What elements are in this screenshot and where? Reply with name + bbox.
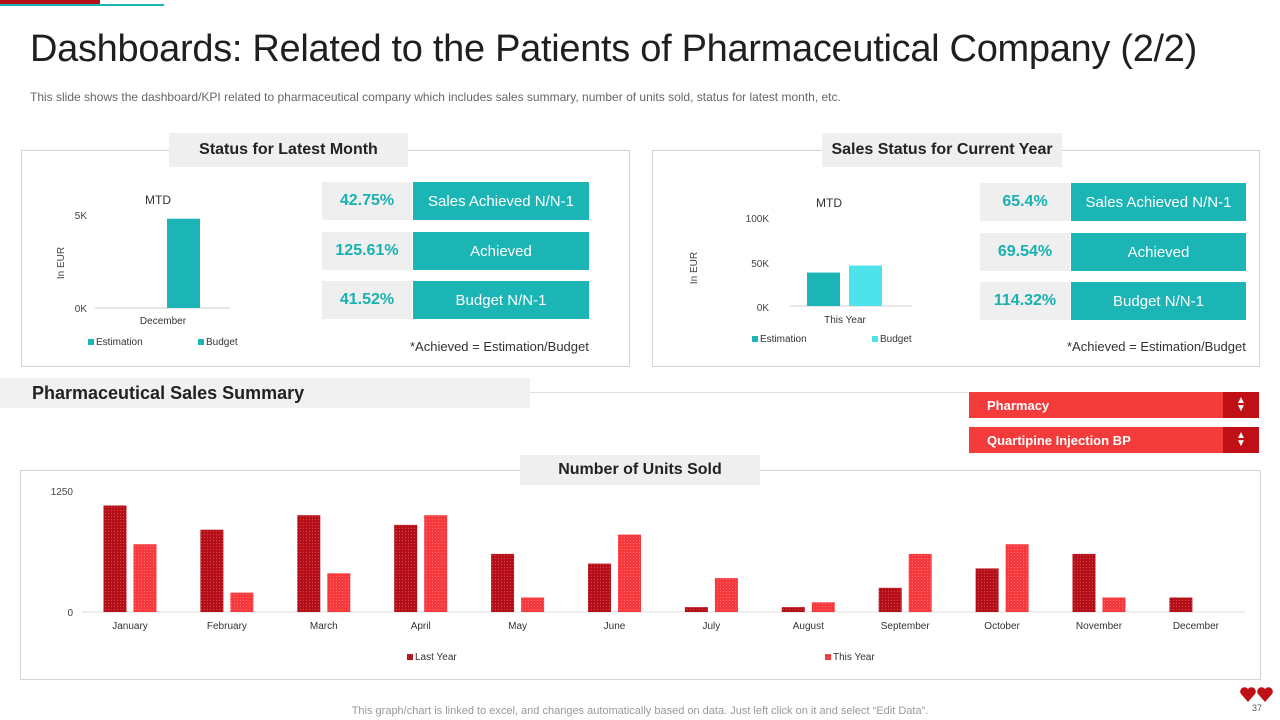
y-tick-label: 1250 [51,487,74,498]
legend-swatch-this-year [825,654,831,660]
x-tick-label: October [984,621,1020,632]
bar-budget [849,265,882,306]
x-tick-label: February [207,621,247,632]
footer-note: This graph/chart is linked to excel, and… [351,705,929,717]
legend-swatch-budget [198,339,204,345]
units-sold-heading: Number of Units Sold [520,455,760,485]
bar-estimation [807,272,840,306]
bar-this-year-october [1005,544,1029,612]
bar-last-year-november [1072,553,1096,612]
bar-this-year-august [811,602,835,612]
bar-last-year-january [103,505,127,612]
sales-summary-heading: Pharmaceutical Sales Summary [0,378,530,408]
bar-last-year-august [781,607,805,612]
x-tick-label: December [140,316,187,327]
section-divider [530,392,970,393]
legend-label-this-year: This Year [833,652,875,663]
legend-label-last-year: Last Year [415,652,457,663]
kpi-label-sales-achieved: Sales Achieved N/N-1 [413,182,589,220]
legend-label-budget: Budget [206,337,238,348]
mtd-year-chart[interactable]: MTD In EUR 100K 50K 0K This Year Estimat… [680,185,930,355]
bar-this-year-may [521,597,545,612]
kpi-label-achieved: Achieved [1071,233,1246,271]
bar-last-year-october [975,568,999,612]
x-tick-label: July [703,621,721,632]
kpi-value-achieved: 125.61% [322,232,412,270]
y-axis-label: In EUR [56,247,67,279]
legend-label-estimation: Estimation [760,334,807,345]
bar-last-year-march [297,515,321,612]
bar-this-year-march [327,573,351,612]
kpi-value-budget: 114.32% [980,282,1070,320]
x-tick-label: September [881,621,931,632]
kpi-label-budget: Budget N/N-1 [413,281,589,319]
y-tick-label: 0K [757,303,770,314]
bar-last-year-may [491,553,515,612]
x-tick-label: March [310,621,338,632]
y-tick-label: 5K [75,211,88,222]
x-tick-label: August [793,621,824,632]
units-sold-chart[interactable]: 1250 0 January February March April May June J… [20,470,1259,678]
chart-title: MTD [145,193,171,207]
kpi-label-achieved: Achieved [413,232,589,270]
x-tick-label: This Year [824,315,866,326]
achieved-formula-note: *Achieved = Estimation/Budget [1067,339,1246,354]
bar-this-year-july [714,578,738,612]
mtd-month-chart[interactable]: MTD In EUR 5K 0K December Estimation Bud… [40,185,280,355]
bar-this-year-june [618,534,641,612]
sales-status-year-heading: Sales Status for Current Year [822,133,1062,167]
x-tick-label: January [112,621,148,632]
sort-arrows-icon[interactable]: ▲ ▼ [1223,427,1259,453]
bar-last-year-june [588,563,611,612]
bar-last-year-february [200,529,224,612]
x-tick-label: November [1076,621,1123,632]
x-tick-label: April [411,621,431,632]
y-tick-label: 50K [751,259,769,270]
pharmacy-dropdown[interactable]: Pharmacy ▲ ▼ [969,392,1259,418]
chart-title: MTD [816,196,842,210]
kpi-label-sales-achieved: Sales Achieved N/N-1 [1071,183,1246,221]
sort-arrows-icon[interactable]: ▲ ▼ [1223,392,1259,418]
achieved-formula-note: *Achieved = Estimation/Budget [410,339,589,354]
bar-this-year-april [424,515,448,612]
hearts-logo-icon [1240,687,1273,702]
dropdown-value: Pharmacy [987,397,1050,413]
bar-last-year-september [878,587,902,612]
legend-label-estimation: Estimation [96,337,143,348]
kpi-value-budget: 41.52% [322,281,412,319]
bar-this-year-september [908,553,932,612]
y-axis-label: In EUR [689,252,700,284]
top-accent-line-teal [0,4,164,6]
x-tick-label: May [508,621,527,632]
kpi-value-achieved: 69.54% [980,233,1070,271]
dropdown-value: Quartipine Injection BP [987,432,1131,448]
legend-swatch-estimation [752,336,758,342]
x-tick-label: December [1173,621,1220,632]
bar-this-year-november [1102,597,1126,612]
top-accent-line-dark [0,0,100,4]
y-tick-label: 0K [75,304,88,315]
bar-this-year-january [133,544,157,612]
page-subtitle: This slide shows the dashboard/KPI relat… [30,90,841,104]
bar-last-year-december [1169,597,1193,612]
legend-label-budget: Budget [880,334,912,345]
y-tick-label: 0 [67,608,73,619]
bar-budget [167,218,200,308]
legend-swatch-estimation [88,339,94,345]
bar-last-year-april [394,524,418,612]
page-number: 37 [1251,703,1262,713]
page-title: Dashboards: Related to the Patients of P… [30,28,1197,70]
bar-last-year-july [684,607,708,612]
product-dropdown[interactable]: Quartipine Injection BP ▲ ▼ [969,427,1259,453]
kpi-value-sales-achieved: 42.75% [322,182,412,220]
kpi-value-sales-achieved: 65.4% [980,183,1070,221]
x-tick-label: June [604,621,626,632]
status-latest-month-heading: Status for Latest Month [169,133,408,167]
bar-this-year-february [230,592,254,612]
y-tick-label: 100K [746,214,770,225]
legend-swatch-budget [872,336,878,342]
legend-swatch-last-year [407,654,413,660]
kpi-label-budget: Budget N/N-1 [1071,282,1246,320]
